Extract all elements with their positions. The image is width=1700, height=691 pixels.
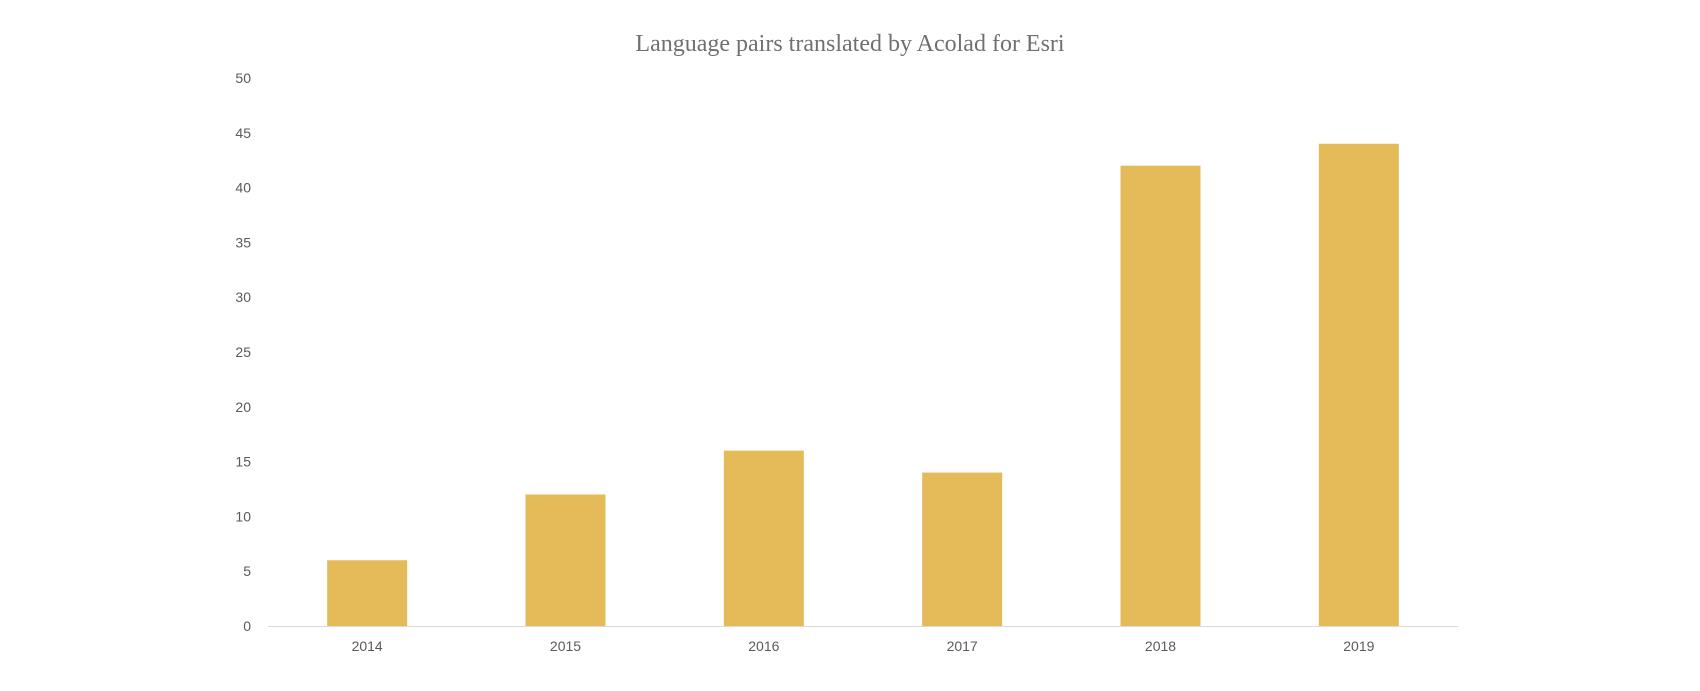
y-tick-label: 40 (235, 180, 251, 196)
bar-2016 (723, 450, 804, 626)
x-tick-label: 2014 (352, 638, 383, 654)
y-tick-label: 5 (243, 563, 251, 579)
y-tick-label: 20 (235, 399, 251, 415)
bar-2018 (1120, 165, 1201, 626)
bar-2015 (525, 494, 606, 626)
bar-2014 (327, 560, 408, 626)
y-tick-label: 30 (235, 289, 251, 305)
x-tick-label: 2015 (550, 638, 581, 654)
chart-title: Language pairs translated by Acolad for … (635, 31, 1065, 57)
y-tick-label: 10 (235, 508, 251, 524)
x-axis: 2014 2015 2016 2017 2018 2019 (352, 638, 1375, 654)
y-tick-label: 35 (235, 234, 251, 250)
y-tick-label: 15 (235, 454, 251, 470)
bar-2017 (922, 472, 1003, 626)
x-tick-label: 2017 (947, 638, 978, 654)
plot-area (327, 143, 1399, 626)
x-tick-label: 2018 (1145, 638, 1176, 654)
y-tick-label: 50 (235, 70, 251, 86)
x-tick-label: 2016 (748, 638, 779, 654)
x-tick-label: 2019 (1343, 638, 1374, 654)
y-tick-label: 0 (243, 618, 251, 634)
bar-2019 (1318, 143, 1399, 626)
y-tick-label: 25 (235, 344, 251, 360)
y-axis: 0 5 10 15 20 25 30 35 40 45 50 (235, 70, 251, 634)
y-tick-label: 45 (235, 125, 251, 141)
